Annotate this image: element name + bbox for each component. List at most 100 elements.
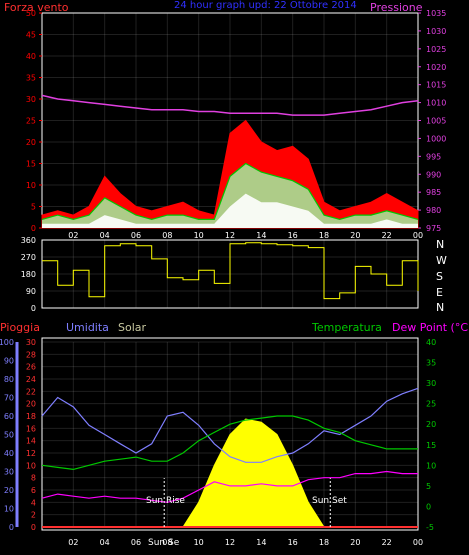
y-tick-label: 985: [426, 188, 441, 197]
y-tick-label: 70: [4, 394, 14, 403]
y-tick-label: 10: [426, 461, 436, 470]
temperature-label: Temperatura: [311, 321, 382, 334]
y-tick-label: 14: [26, 437, 36, 446]
wind-label: Forza vento: [4, 1, 69, 14]
dew-point-line: [41, 470, 418, 503]
wind-avg-area: [42, 163, 418, 228]
y-tick-label: 100: [0, 338, 14, 347]
y-tick-label: 24: [26, 375, 36, 384]
pressure-line: [41, 94, 419, 116]
y-tick-label: 10: [4, 505, 14, 514]
sun-rise-label: Sun Rise: [146, 496, 185, 506]
y-tick-label: 5: [31, 203, 36, 212]
y-tick-label: 15: [426, 441, 436, 450]
y-tick-label: 30: [426, 379, 436, 388]
y-tick-label: 0: [31, 224, 36, 233]
x-tick-label: 06: [131, 538, 141, 547]
y-tick-label: 35: [426, 359, 436, 368]
direction-letter-w: W: [436, 254, 447, 267]
y-tick-label: 30: [26, 338, 36, 347]
sun-set-label: Sun Set: [312, 496, 347, 506]
y-tick-label: 40: [4, 449, 14, 458]
y-tick-label: 270: [21, 253, 36, 262]
y-tick-label: 16: [26, 424, 36, 433]
y-tick-label: 28: [26, 350, 36, 359]
y-tick-label: 990: [426, 170, 441, 179]
y-tick-label: 1025: [426, 45, 446, 54]
rain-panel-frame: [41, 337, 419, 531]
direction-letter-e: E: [436, 286, 443, 299]
y-tick-label: 40: [426, 338, 436, 347]
wind-direction-chart: 0 90 180 270 360: [21, 236, 419, 313]
direction-line: [42, 242, 419, 300]
y-tick-label: 25: [426, 400, 436, 409]
pressure-label: Pressione: [370, 1, 423, 14]
direction-letter-n-bottom: N: [436, 301, 444, 314]
y-tick-label: 60: [4, 412, 14, 421]
y-tick-label: 20: [26, 138, 36, 147]
y-tick-label: 0: [426, 502, 431, 511]
wind-min-area: [42, 193, 418, 228]
y-tick-label: 10: [26, 181, 36, 190]
direction-letters: N W S E N: [436, 238, 447, 314]
x-tick-label: 04: [100, 538, 110, 547]
x-tick-label: 20: [350, 538, 360, 547]
y-tick-label: 995: [426, 152, 441, 161]
y-tick-label: 1005: [426, 117, 446, 126]
x-tick-label: 14: [256, 231, 266, 240]
wind-speed-area: [41, 119, 419, 229]
y-tick-label: 8: [31, 474, 36, 483]
wind-avg-line: [41, 162, 419, 221]
y-tick-label: 975: [426, 224, 441, 233]
y-tick-label: 35: [26, 74, 36, 83]
x-tick-label: 22: [382, 231, 392, 240]
x-tick-label: 18: [319, 231, 329, 240]
x-tick-label: 16: [288, 231, 298, 240]
y-tick-label: 1000: [426, 134, 446, 143]
y-tick-label: 10: [26, 461, 36, 470]
temperature-line: [41, 415, 418, 471]
x-tick-label: 22: [382, 538, 392, 547]
rain-label: Pioggia: [0, 321, 40, 334]
x-tick-label: 14: [256, 538, 266, 547]
y-tick-label: 6: [31, 486, 36, 495]
y-tick-label: 5: [426, 482, 431, 491]
x-tick-label: 08: [162, 231, 172, 240]
y-tick-label: 25: [26, 117, 36, 126]
y-tick-label: 90: [26, 287, 36, 296]
y-tick-label: 40: [26, 52, 36, 61]
y-tick-label: 980: [426, 206, 441, 215]
x-tick-label: 06: [131, 231, 141, 240]
y-tick-label: 50: [26, 9, 36, 18]
y-tick-label: 360: [21, 236, 36, 245]
y-tick-label: 90: [4, 357, 14, 366]
y-tick-label: 1015: [426, 81, 446, 90]
dew-point-label: Dew Point (°C): [392, 321, 469, 334]
y-tick-label: 45: [26, 31, 36, 40]
y-tick-label: 1035: [426, 9, 446, 18]
y-tick-label: 30: [26, 95, 36, 104]
y-tick-label: 180: [21, 270, 36, 279]
x-tick-label: 02: [68, 231, 78, 240]
y-tick-label: 0: [31, 304, 36, 313]
x-tick-label: 00: [413, 538, 423, 547]
y-tick-label: 22: [26, 387, 36, 396]
x-tick-label: 04: [100, 231, 110, 240]
humidity-label: Umidita: [66, 321, 109, 334]
x-tick-label: 16: [288, 538, 298, 547]
y-tick-label: 80: [4, 375, 14, 384]
x-tick-label: 12: [225, 231, 235, 240]
x-tick-label: 10: [194, 231, 204, 240]
y-tick-label: 0: [9, 523, 14, 532]
x-tick-label: 12: [225, 538, 235, 547]
solar-label: Solar: [118, 321, 147, 334]
rain-humidity-temp-chart: 0102030405060708090100024681012141618202…: [0, 338, 436, 547]
y-tick-label: 20: [426, 420, 436, 429]
y-tick-label: 2: [31, 511, 36, 520]
y-tick-label: 18: [26, 412, 36, 421]
y-tick-label: 1030: [426, 27, 446, 36]
direction-letter-n-top: N: [436, 238, 444, 251]
humidity-line: [41, 387, 419, 463]
x-tick-label: 10: [194, 538, 204, 547]
graph-title: 24 hour graph upd: 22 Ottobre 2014: [174, 0, 357, 11]
